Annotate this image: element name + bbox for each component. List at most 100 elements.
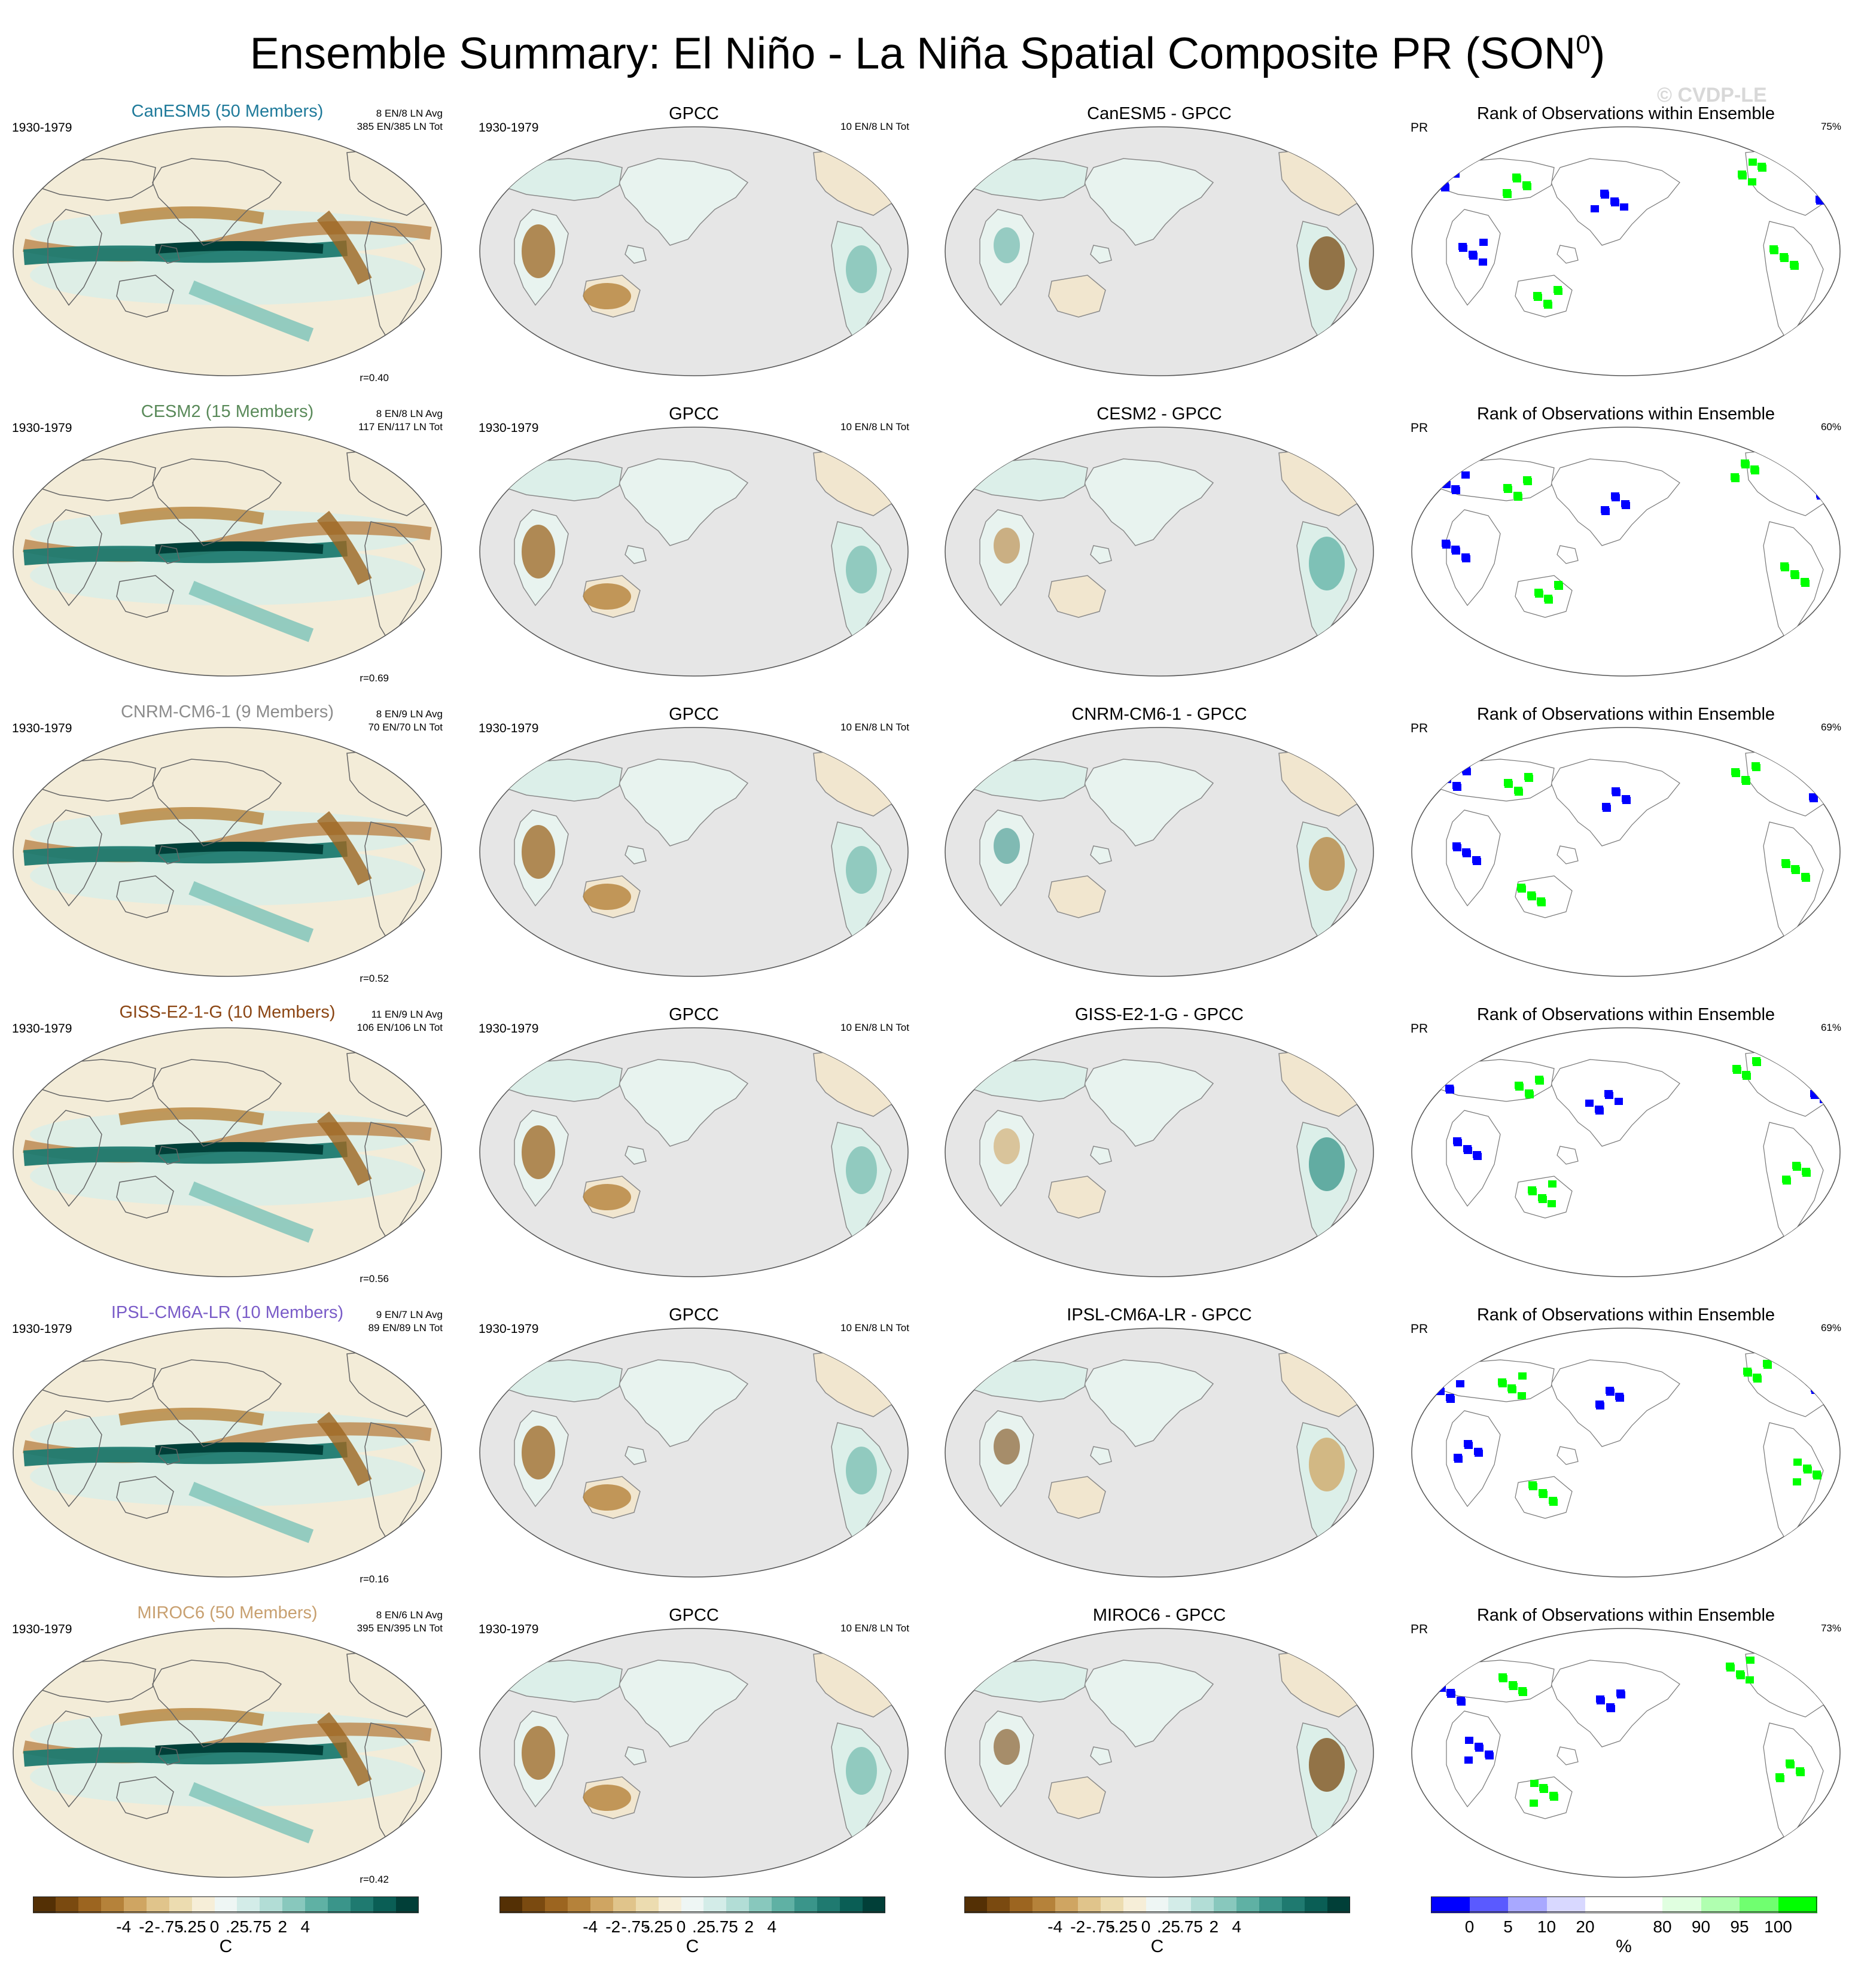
map-obs-1	[479, 427, 909, 677]
map-diff-1	[945, 427, 1374, 677]
model-title: CNRM-CM6-1 (9 Members)	[120, 702, 334, 721]
colorbar-tick-label: .75	[714, 1917, 738, 1936]
colorbar-segment	[100, 1896, 124, 1913]
colorbar-segment	[260, 1896, 283, 1913]
map-rank-1	[1411, 427, 1841, 677]
watermark: © CVDP-LE	[1657, 84, 1767, 106]
diff-title: IPSL-CM6A-LR - GPCC	[1067, 1305, 1252, 1325]
colorbar-frame	[33, 1896, 419, 1912]
obs-title: GPCC	[669, 1305, 719, 1325]
obs-title: GPCC	[669, 705, 719, 724]
colorbar-tick-label: 90	[1691, 1917, 1711, 1936]
count-avg: 9 EN/7 LN Avg	[376, 1309, 443, 1320]
obs-period-label: 1930-1979	[479, 1322, 539, 1336]
pattern-correlation: r=0.16	[360, 1573, 389, 1585]
colorbar-segment	[305, 1896, 328, 1913]
colorbar-tick-label: 4	[1232, 1917, 1242, 1936]
colorbar-segment	[373, 1896, 397, 1913]
colorbar-unit: C	[1150, 1937, 1164, 1956]
period-label: 1930-1979	[12, 721, 72, 735]
colorbar-tick-label: 95	[1730, 1917, 1749, 1936]
colorbar-tick-label: 2	[1209, 1917, 1219, 1936]
colorbar-segment	[1546, 1896, 1586, 1913]
map-diff-2	[945, 727, 1374, 977]
rank-variable: PR	[1411, 1622, 1428, 1636]
colorbar-tick-label: .25	[692, 1917, 715, 1936]
rank-title: Rank of Observations within Ensemble	[1476, 104, 1775, 123]
colorbar-tick-label: 0	[1464, 1917, 1475, 1936]
obs-count: 10 EN/8 LN Tot	[840, 121, 909, 132]
colorbar-tick-label: -4	[583, 1917, 598, 1936]
colorbar-tick-label: -.75	[1086, 1917, 1115, 1936]
rank-variable: PR	[1411, 1322, 1428, 1336]
map-obs-3	[479, 1027, 909, 1277]
colorbar-segment	[635, 1896, 659, 1913]
colorbar-frame	[499, 1896, 885, 1912]
rank-title: Rank of Observations within Ensemble	[1476, 705, 1775, 724]
count-avg: 8 EN/9 LN Avg	[376, 708, 443, 720]
rank-title: Rank of Observations within Ensemble	[1476, 1606, 1775, 1625]
colorbar-tick-label: 2	[278, 1917, 288, 1936]
map-model-2	[13, 727, 442, 977]
obs-title: GPCC	[669, 104, 719, 123]
obs-period-label: 1930-1979	[479, 121, 539, 135]
rank-percent: 69%	[1820, 721, 1841, 733]
colorbar-frame	[1431, 1896, 1817, 1912]
map-obs-5	[479, 1628, 909, 1878]
colorbar-unit: %	[1616, 1937, 1632, 1956]
obs-count: 10 EN/8 LN Tot	[840, 1622, 909, 1634]
colorbar-tick-label: -2	[1070, 1917, 1086, 1936]
count-tot: 385 EN/385 LN Tot	[357, 121, 443, 132]
colorbar-segment	[772, 1896, 795, 1913]
map-rank-2	[1411, 727, 1841, 977]
rank-title: Rank of Observations within Ensemble	[1476, 1005, 1775, 1024]
count-avg: 8 EN/8 LN Avg	[376, 408, 443, 419]
colorbar-tick-label: -2	[139, 1917, 154, 1936]
colorbar-segment	[1701, 1896, 1740, 1913]
diff-title: CNRM-CM6-1 - GPCC	[1071, 705, 1247, 724]
colorbar-tick-label: -2	[605, 1917, 621, 1936]
colorbar-diff: -4 -2 -.75 -.25 0 .25.75 2 4 C	[964, 1896, 1351, 1962]
obs-period-label: 1930-1979	[479, 721, 539, 735]
obs-count: 10 EN/8 LN Tot	[840, 721, 909, 733]
colorbar-tick-label: 2	[744, 1917, 754, 1936]
map-obs-2	[479, 727, 909, 977]
pattern-correlation: r=0.40	[360, 372, 389, 383]
colorbar-tick-label: -.25	[1108, 1917, 1138, 1936]
map-diff-4	[945, 1328, 1374, 1578]
colorbar-segment	[1146, 1896, 1169, 1913]
colorbar-model: -4 -2 -.75 -.25 0 .25.75 2 4 C	[33, 1896, 419, 1962]
pattern-correlation: r=0.56	[360, 1273, 389, 1284]
map-rank-0	[1411, 126, 1841, 376]
colorbar-segment	[567, 1896, 591, 1913]
colorbar-tick-label: 80	[1653, 1917, 1672, 1936]
rank-title: Rank of Observations within Ensemble	[1476, 1305, 1775, 1325]
rank-variable: PR	[1411, 121, 1428, 135]
map-model-1	[13, 427, 442, 677]
rank-title: Rank of Observations within Ensemble	[1476, 404, 1775, 424]
colorbar-segment	[986, 1896, 1010, 1913]
colorbar-tick-label: -.25	[177, 1917, 206, 1936]
map-rank-3	[1411, 1027, 1841, 1277]
map-model-4	[13, 1328, 442, 1578]
obs-count: 10 EN/8 LN Tot	[840, 1322, 909, 1334]
model-title: IPSL-CM6A-LR (10 Members)	[111, 1303, 344, 1322]
colorbar-tick-label: 100	[1764, 1917, 1792, 1936]
colorbar-segment	[1469, 1896, 1509, 1913]
diff-title: MIROC6 - GPCC	[1092, 1606, 1226, 1625]
colorbar-tick-label: -.25	[644, 1917, 673, 1936]
map-diff-3	[945, 1027, 1374, 1277]
map-diff-5	[945, 1628, 1374, 1878]
colorbar-tick-label: 4	[300, 1917, 310, 1936]
colorbar-tick-label: 0	[676, 1917, 686, 1936]
count-avg: 8 EN/8 LN Avg	[376, 108, 443, 119]
count-tot: 117 EN/117 LN Tot	[358, 421, 443, 433]
obs-title: GPCC	[669, 1606, 719, 1625]
colorbar-segment	[1168, 1896, 1192, 1913]
colorbar-unit: C	[219, 1937, 233, 1956]
diff-title: CESM2 - GPCC	[1096, 404, 1222, 424]
rank-variable: PR	[1411, 1022, 1428, 1036]
colorbar-segment	[214, 1896, 237, 1913]
rank-percent: 75%	[1820, 121, 1841, 132]
colorbar-frame	[964, 1896, 1350, 1912]
